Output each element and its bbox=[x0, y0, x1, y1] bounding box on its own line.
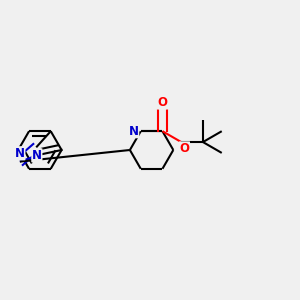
Text: N: N bbox=[129, 125, 139, 138]
Text: N: N bbox=[32, 149, 42, 162]
Text: N: N bbox=[15, 147, 25, 160]
Text: O: O bbox=[179, 142, 189, 155]
Text: O: O bbox=[158, 96, 167, 109]
